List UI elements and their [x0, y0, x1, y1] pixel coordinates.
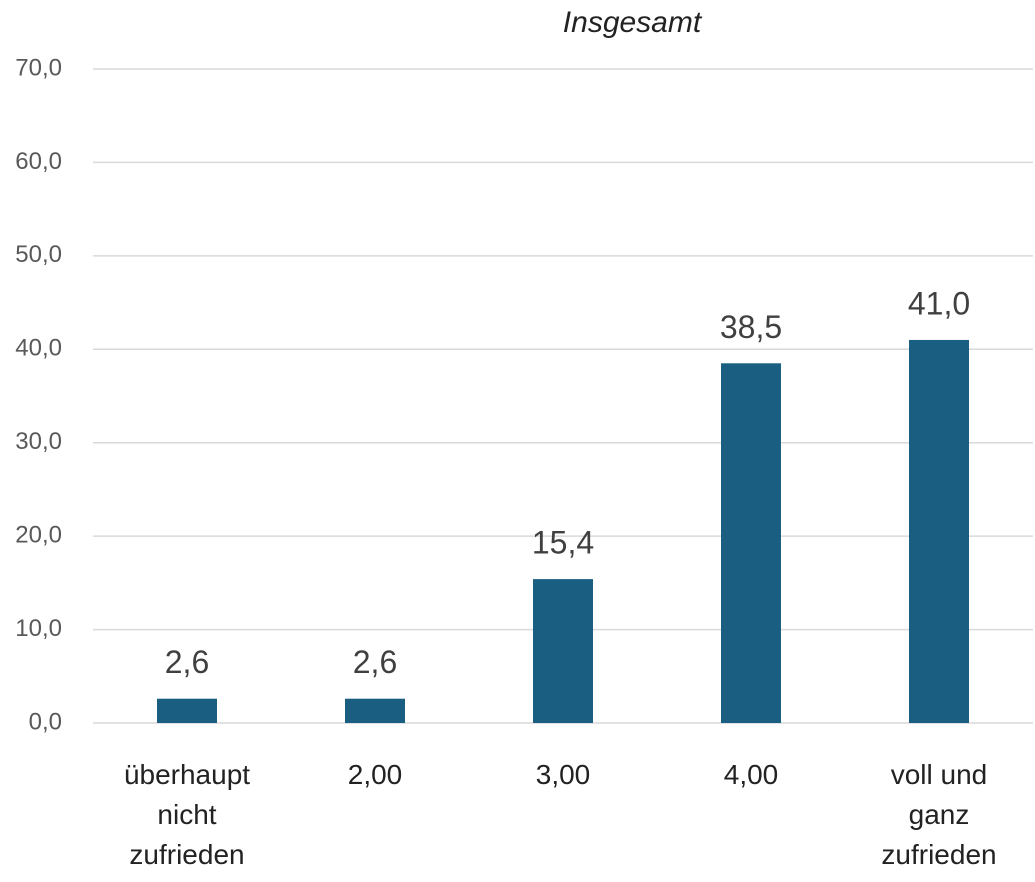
- data-label: 15,4: [532, 525, 594, 561]
- bar: [533, 579, 593, 723]
- data-label: 38,5: [720, 309, 782, 345]
- x-tick-label: überhaupt nicht zufrieden: [123, 759, 251, 870]
- y-tick-label: 20,0: [15, 521, 62, 548]
- y-tick-label: 30,0: [15, 428, 62, 455]
- y-tick-label: 50,0: [15, 241, 62, 268]
- x-tick-label: 4,00: [723, 759, 779, 790]
- x-tick-label: 2,00: [347, 759, 403, 790]
- y-tick-label: 10,0: [15, 615, 62, 642]
- x-tick-label: voll und ganz zufrieden: [881, 759, 997, 870]
- data-label: 41,0: [908, 285, 970, 321]
- y-tick-label: 0,0: [29, 708, 62, 735]
- bar: [909, 339, 969, 723]
- y-tick-label: 70,0: [15, 54, 62, 81]
- bar: [345, 698, 405, 723]
- data-label: 2,6: [353, 644, 397, 680]
- x-tick-label: 3,00: [535, 759, 591, 790]
- y-tick-label: 40,0: [15, 335, 62, 362]
- bar: [721, 363, 781, 723]
- data-label: 2,6: [165, 644, 209, 680]
- bar: [157, 698, 217, 723]
- chart-title: Insgesamt: [563, 6, 703, 39]
- y-tick-label: 60,0: [15, 148, 62, 175]
